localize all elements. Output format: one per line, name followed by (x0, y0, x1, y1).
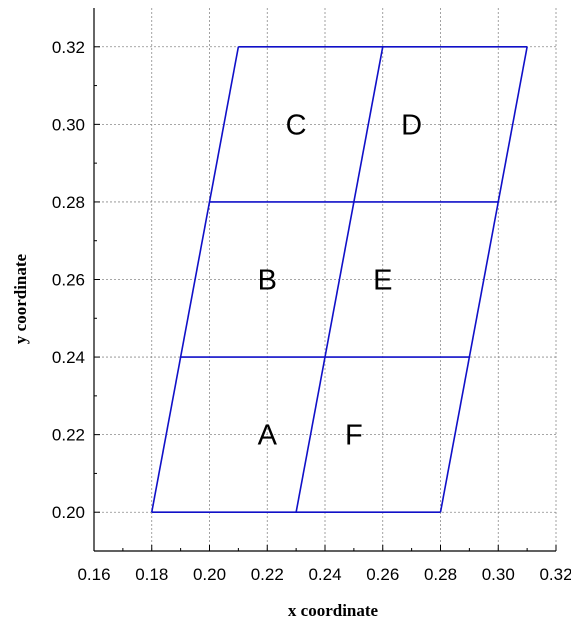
x-tick-label: 0.26 (366, 565, 399, 584)
tick-layer: 0.16 0.18 0.20 0.22 0.24 0.26 0.28 0.30 0.32 0.20… (52, 38, 571, 584)
y-axis-title: y coordinate (11, 253, 30, 344)
y-tick-label: 0.20 (52, 503, 85, 522)
region-label-c: C (286, 109, 307, 141)
x-tick-label: 0.28 (424, 565, 457, 584)
grid-layer (93, 8, 557, 551)
y-tick-label: 0.32 (52, 38, 85, 57)
x-tick-label: 0.18 (135, 565, 168, 584)
region-label-e: E (373, 265, 392, 297)
x-tick-label: 0.16 (77, 565, 110, 584)
y-tick-label: 0.24 (52, 348, 85, 367)
shape-segment (150, 46, 240, 513)
y-tick-label: 0.26 (52, 271, 85, 290)
x-tick-label: 0.32 (539, 565, 571, 584)
region-label-f: F (345, 420, 363, 452)
y-tick-label: 0.28 (52, 193, 85, 212)
shape-segment (439, 46, 528, 513)
y-tick-label: 0.30 (52, 115, 85, 134)
x-axis-title: x coordinate (288, 601, 379, 620)
x-tick-label: 0.20 (193, 565, 226, 584)
x-tick-label: 0.30 (482, 565, 515, 584)
region-label-b: B (258, 265, 277, 297)
region-labels: A B C D E F (258, 109, 423, 451)
x-tick-label: 0.22 (251, 565, 284, 584)
region-label-d: D (401, 109, 422, 141)
shape-segment (295, 46, 384, 513)
region-label-a: A (258, 420, 278, 452)
plot-shapes (150, 45, 528, 514)
x-tick-label: 0.24 (308, 565, 341, 584)
y-tick-label: 0.22 (52, 426, 85, 445)
